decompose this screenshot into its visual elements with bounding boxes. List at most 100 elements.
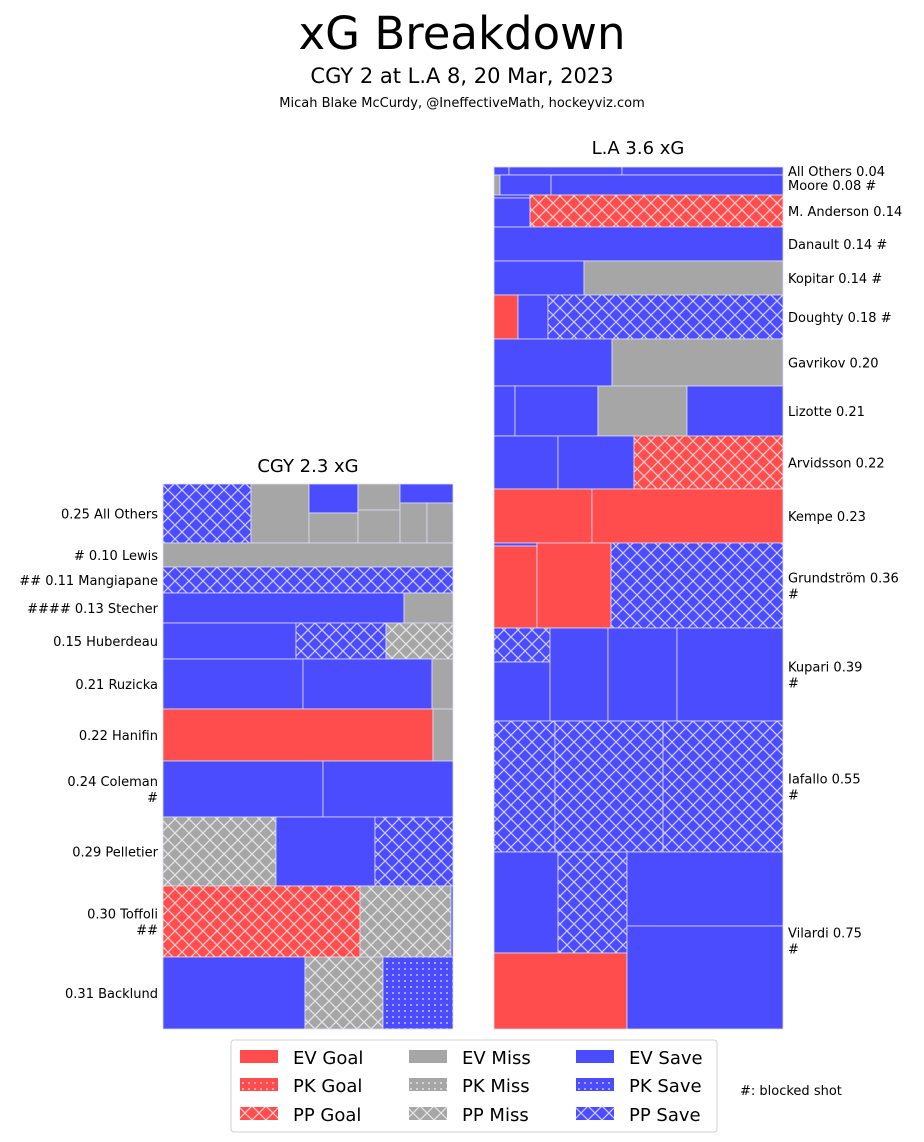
shot-cell-ev-goal [591,488,784,544]
shot-cell-ev-save [308,483,359,514]
shot-cell-ev-save [514,385,599,437]
shot-cell-ev-save [493,194,531,199]
shot-cell-ev-save [493,385,516,437]
shot-cell-ev-save [450,885,454,958]
shot-cell-ev-save [493,260,585,296]
shot-cell-ev-save [302,658,433,710]
player-label: # [788,789,799,804]
shot-cell-ev-miss [357,509,401,544]
shot-cell-pp-goal [529,194,784,228]
shot-cell-ev-save [607,627,678,722]
player-label: All Others 0.04 [788,165,885,180]
player-label: ## 0.11 Mangiapane [19,574,158,589]
shot-cell-ev-miss [308,512,359,544]
legend-label: PP Save [629,1105,701,1126]
shot-cell-ev-save [493,166,510,176]
shot-cell-pp-save [610,542,784,629]
legend-label: PP Miss [462,1105,529,1126]
legend-label: EV Goal [293,1048,363,1069]
chart-title: xG Breakdown [299,7,626,60]
panel-title-cgy: CGY 2.3 xG [257,456,358,477]
shot-cell-ev-save [550,174,784,196]
shot-cell-ev-save [626,851,784,927]
player-label: # [147,791,158,806]
shot-cell-ev-save [499,174,552,196]
shot-cell-ev-miss [250,483,310,544]
legend-swatch-pk-save [576,1078,614,1091]
legend-label: PP Goal [293,1105,361,1126]
shot-cell-ev-save [162,622,297,660]
legend-label: EV Miss [462,1048,531,1069]
shot-cell-pp-save [493,720,556,853]
blocked-shot-note: #: blocked shot [740,1084,842,1099]
player-label: 0.31 Backlund [65,987,158,1002]
shot-cell-ev-save [557,435,635,490]
shot-cell-ev-save [322,760,454,818]
player-label: #### 0.13 Stecher [27,602,159,617]
shot-cell-pp-save [374,816,454,887]
legend: EV Goal PK Goal PP Goal EV Miss PK Miss PP Mi… [230,1039,718,1133]
player-label: 0.15 Huberdeau [53,635,158,650]
shot-cell-pp-goal [162,885,361,958]
player-label: Arvidsson 0.22 [788,457,885,472]
player-label: 0.24 Coleman [67,775,158,790]
shot-cell-pp-save [554,720,664,853]
shot-cell-pp-save [547,294,784,340]
legend-label: EV Save [629,1048,703,1069]
player-label: M. Anderson 0.14 [788,205,902,220]
shot-cell-ev-save [399,483,454,504]
player-label: Moore 0.08 # [788,179,876,194]
player-label: Gavrikov 0.20 [788,357,878,372]
player-label: # [788,588,799,603]
shot-cell-ev-miss [597,385,688,437]
shot-cell-ev-save [493,851,559,954]
player-label: 0.21 Ruzicka [75,678,158,693]
legend-swatch-pp-miss [409,1107,447,1120]
player-label: # [788,677,799,692]
shot-cell-ev-miss [583,260,784,296]
shot-cell-ev-miss [403,592,454,624]
shot-cell-ev-goal [162,708,434,762]
shot-cell-ev-miss [432,708,454,762]
shot-cell-ev-save [517,294,549,340]
legend-swatch-ev-miss [409,1050,447,1063]
shot-cell-pp-miss [385,622,454,660]
legend-swatch-pp-save [576,1107,614,1120]
player-label: Vilardi 0.75 [788,927,862,942]
player-label: Kupari 0.39 [788,661,862,676]
shot-cell-ev-save [493,197,531,228]
shot-cell-ev-goal [493,952,628,1030]
shot-cell-ev-miss [357,483,401,511]
player-label: Iafallo 0.55 [788,773,861,788]
shot-cell-ev-save [162,956,306,1030]
shot-cell-ev-save [275,816,376,887]
shot-cell-pp-save [493,627,551,663]
shot-cell-ev-save [621,166,784,176]
shot-cell-ev-save [493,338,613,387]
shot-cell-ev-miss [426,502,454,544]
player-label: 0.30 Toffoli [87,908,158,923]
shot-cell-ev-miss [611,338,784,387]
shot-cell-ev-miss [162,542,454,568]
shot-cell-pp-save [557,851,628,954]
player-label: ## [136,924,158,939]
legend-swatch-pk-miss [409,1078,447,1091]
shot-cell-pp-miss [359,885,452,958]
shot-cell-ev-save [686,385,784,437]
player-label: # [788,943,799,958]
shot-cell-ev-save [493,226,784,262]
shot-cell-ev-save [626,925,784,1030]
legend-swatch-pp-goal [240,1107,278,1120]
shot-cell-ev-save [493,542,538,547]
panel-title-la: L.A 3.6 xG [592,138,685,159]
shot-cell-ev-goal [493,545,538,629]
shot-cell-pp-miss [162,816,277,887]
shot-cell-ev-goal [493,294,519,340]
shot-cell-pp-save [295,622,387,660]
player-label: Kopitar 0.14 # [788,272,882,287]
player-label: # 0.10 Lewis [74,549,158,564]
shot-cell-pp-save [662,720,784,853]
shot-cell-pk-save [382,956,454,1030]
legend-swatch-ev-save [576,1050,614,1063]
